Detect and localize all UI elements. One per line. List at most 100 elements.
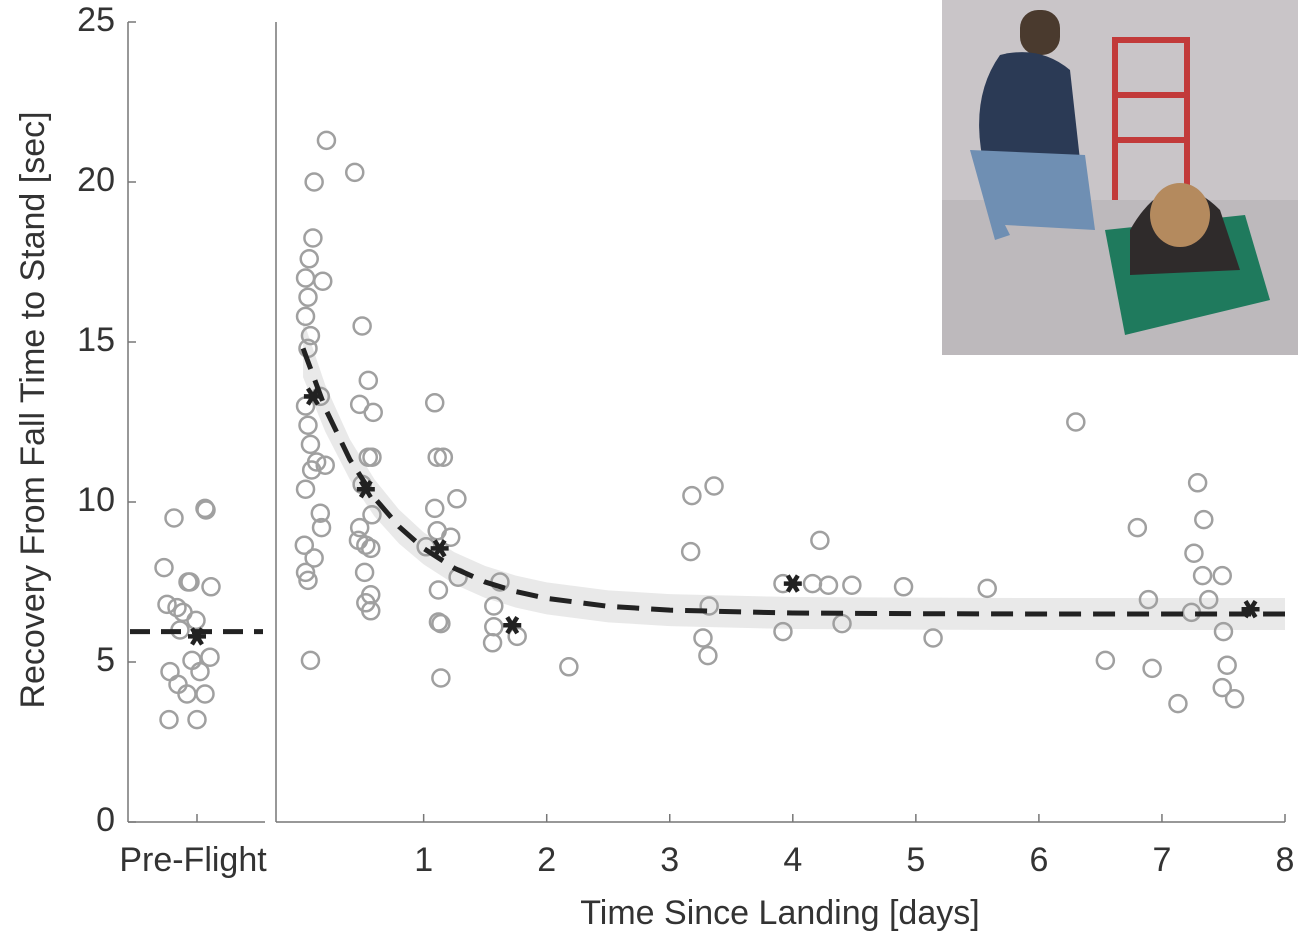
mean-marker [188, 627, 206, 646]
data-point [440, 527, 461, 547]
mean-marker [356, 480, 375, 499]
y-axis-label: Recovery From Fall Time to Stand [sec] [14, 111, 52, 708]
data-point [699, 596, 719, 616]
data-point [1224, 689, 1245, 709]
confidence-band [303, 319, 1285, 630]
data-point [1095, 650, 1116, 671]
data-point [300, 325, 321, 346]
data-point [315, 455, 335, 475]
data-point [154, 557, 174, 578]
data-point [164, 508, 184, 528]
data-point [507, 626, 527, 647]
data-point [682, 485, 702, 506]
data-point [298, 287, 318, 307]
data-point [345, 162, 365, 183]
data-point [303, 228, 323, 248]
data-point [352, 316, 372, 336]
data-point [167, 597, 187, 618]
data-point [818, 575, 839, 595]
data-point [295, 306, 316, 327]
data-point [431, 668, 451, 688]
photo [942, 0, 1298, 355]
x-tick-label: 7 [1152, 841, 1171, 879]
x-tick-label: 1 [414, 841, 433, 879]
data-point [559, 657, 579, 677]
data-point [304, 548, 324, 568]
data-point [187, 709, 207, 730]
data-point [313, 271, 333, 291]
data-point [842, 575, 862, 595]
data-point [1213, 621, 1234, 642]
data-point [195, 684, 215, 704]
data-point [298, 415, 318, 435]
data-point [178, 572, 198, 592]
data-point [704, 476, 724, 496]
x-axis-label: Time Since Landing [days] [580, 894, 979, 932]
data-point [1192, 565, 1213, 586]
data-point [362, 447, 382, 467]
data-point [484, 617, 504, 637]
data-point [1142, 658, 1162, 679]
data-point [1198, 589, 1219, 610]
data-point [424, 498, 445, 519]
data-point [159, 709, 179, 730]
data-point [363, 402, 383, 423]
y-tick-label: 5 [96, 641, 115, 679]
data-point [298, 570, 318, 591]
x-tick-label: 5 [906, 841, 925, 879]
data-point [190, 661, 210, 682]
mean-marker [303, 387, 322, 406]
data-point [358, 370, 379, 391]
data-point [354, 562, 375, 583]
x-tick-label: 8 [1276, 841, 1295, 879]
data-point [1066, 412, 1086, 432]
mean-marker [1241, 600, 1260, 619]
data-point [433, 447, 454, 467]
y-tick-label: 20 [77, 161, 115, 199]
data-point [186, 610, 206, 631]
data-point [428, 580, 449, 600]
data-point [295, 562, 316, 583]
data-point [893, 577, 914, 597]
data-point [160, 661, 180, 682]
data-point [1184, 543, 1204, 563]
data-point [773, 621, 793, 642]
y-tick-label: 15 [77, 321, 115, 359]
y-tick-label: 0 [96, 801, 115, 839]
data-point [304, 172, 324, 192]
data-point [301, 460, 322, 480]
x-tick-label: 4 [783, 841, 802, 879]
x-tick-label: 2 [537, 841, 556, 879]
data-point [1127, 517, 1148, 538]
data-point [300, 434, 321, 455]
data-point [196, 500, 216, 520]
data-point [349, 517, 370, 538]
data-point [310, 503, 331, 523]
data-point [484, 596, 504, 616]
x-tick-label: 6 [1029, 841, 1048, 879]
data-point [362, 505, 382, 525]
data-point [923, 628, 943, 648]
data-point [360, 601, 381, 621]
data-point [295, 479, 316, 499]
data-point [356, 535, 376, 555]
data-point [431, 613, 451, 634]
y-tick-label: 10 [77, 481, 115, 519]
data-point [802, 573, 823, 594]
data-point [1138, 589, 1159, 610]
data-point [447, 489, 467, 509]
y-tick-label: 25 [77, 1, 115, 39]
data-point [698, 645, 718, 666]
data-point [1212, 677, 1232, 698]
data-point [427, 447, 447, 467]
x-tick-label: Pre-Flight [119, 841, 267, 879]
data-point [157, 594, 177, 615]
data-point [482, 633, 503, 653]
mean-marker [430, 539, 449, 558]
data-point [201, 577, 221, 597]
data-point [295, 268, 316, 288]
mean-marker [503, 616, 522, 635]
data-point [1187, 473, 1208, 493]
